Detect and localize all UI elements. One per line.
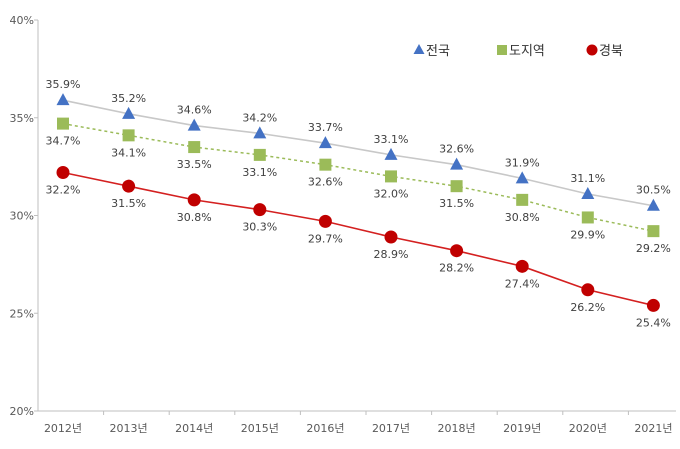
y-tick-label: 35% [10, 112, 34, 125]
data-label: 34.6% [177, 104, 212, 117]
legend-marker [413, 44, 425, 54]
data-point [122, 129, 135, 142]
x-tick-label: 2013년 [110, 422, 148, 435]
x-tick-label: 2020년 [569, 422, 607, 435]
data-label: 33.1% [242, 166, 277, 179]
x-axis: 2012년 2013년 2014년 2015년 2016년 2017년 2018년 2019년… [38, 410, 676, 435]
legend-label: 경북 [599, 44, 623, 59]
x-tick-label: 2014년 [175, 422, 213, 435]
data-point [384, 230, 398, 244]
data-point [318, 214, 332, 228]
data-point [253, 126, 267, 139]
y-tick-label: 30% [10, 210, 34, 223]
data-label: 33.7% [308, 121, 343, 134]
data-point [187, 193, 201, 207]
data-label: 34.2% [242, 111, 277, 124]
data-label: 30.3% [242, 221, 277, 234]
data-label: 25.4% [636, 316, 671, 329]
series-line [62, 122, 654, 232]
data-label: 26.2% [570, 301, 605, 314]
data-point [647, 225, 660, 238]
data-label: 28.9% [374, 248, 409, 261]
data-point [187, 118, 201, 131]
data-point [581, 186, 595, 199]
x-tick-label: 2018년 [438, 422, 476, 435]
data-label: 31.9% [505, 156, 540, 169]
data-label: 34.7% [46, 135, 81, 148]
legend-marker [497, 45, 507, 55]
series-1: 35.9% 35.2% 34.6% 34.2% 33.7% 33.1% 32.6% 31.9%… [46, 78, 671, 211]
data-label: 29.2% [636, 242, 671, 255]
legend-label: 도지역 [509, 44, 545, 59]
data-point [319, 158, 332, 171]
data-label: 33.5% [177, 158, 212, 171]
data-label: 30.8% [505, 211, 540, 224]
series-line [62, 171, 654, 307]
data-label: 30.5% [636, 184, 671, 197]
y-tick-label: 20% [10, 405, 34, 418]
data-point [56, 165, 70, 179]
data-point [515, 259, 529, 273]
series-2: 34.7% 34.1% 33.5% 33.1% 32.6% 32.0% 31.5% 30.8%… [46, 117, 671, 255]
data-point [56, 93, 70, 106]
data-point [450, 180, 463, 193]
data-point [515, 171, 529, 184]
data-label: 31.5% [111, 197, 146, 210]
x-tick-label: 2019년 [503, 422, 541, 435]
series-3: 32.2% 31.5% 30.8% 30.3% 29.7% 28.9% 28.2% 27.4%… [46, 165, 671, 329]
data-label: 35.2% [111, 92, 146, 105]
series-layer: 35.9% 35.2% 34.6% 34.2% 33.7% 33.1% 32.6% 31.9%… [46, 78, 671, 329]
data-point [384, 147, 398, 160]
x-tick-label: 2016년 [306, 422, 344, 435]
data-label: 31.1% [570, 172, 605, 185]
data-label: 35.9% [46, 78, 81, 91]
data-point [450, 244, 464, 258]
data-label: 27.4% [505, 277, 540, 290]
data-point [646, 198, 660, 211]
y-axis: 20% 25% 30% 35% 40% [10, 14, 39, 418]
x-tick-label: 2012년 [44, 422, 82, 435]
y-tick-label: 25% [10, 307, 34, 320]
data-label: 30.8% [177, 211, 212, 224]
data-label: 32.0% [374, 187, 409, 200]
data-point [122, 179, 136, 193]
legend: 전국 도지역 경북 [413, 44, 623, 59]
data-label: 28.2% [439, 262, 474, 275]
data-point [253, 148, 266, 161]
data-label: 29.7% [308, 232, 343, 245]
data-point [516, 193, 529, 206]
data-point [646, 298, 660, 312]
data-label: 33.1% [374, 133, 409, 146]
legend-label: 전국 [426, 44, 450, 59]
data-label: 29.9% [570, 228, 605, 241]
legend-marker [586, 44, 598, 56]
y-tick-label: 40% [10, 14, 34, 27]
data-point [253, 203, 267, 217]
data-label: 32.6% [308, 176, 343, 189]
data-point [581, 211, 594, 224]
data-point [450, 157, 464, 170]
data-point [581, 283, 595, 297]
series-line [62, 99, 654, 207]
legend-item-3: 경북 [586, 44, 623, 59]
data-point [318, 136, 332, 149]
data-point [122, 106, 136, 119]
x-tick-label: 2017년 [372, 422, 410, 435]
data-label: 32.2% [46, 183, 81, 196]
legend-item-2: 도지역 [497, 44, 545, 59]
data-point [57, 117, 69, 130]
data-label: 32.6% [439, 143, 474, 156]
legend-item-1: 전국 [413, 44, 450, 59]
x-tick-label: 2021년 [634, 422, 672, 435]
data-point [385, 170, 397, 183]
data-point [188, 141, 201, 154]
x-tick-label: 2015년 [241, 422, 279, 435]
data-label: 34.1% [111, 146, 146, 159]
data-label: 31.5% [439, 197, 474, 210]
